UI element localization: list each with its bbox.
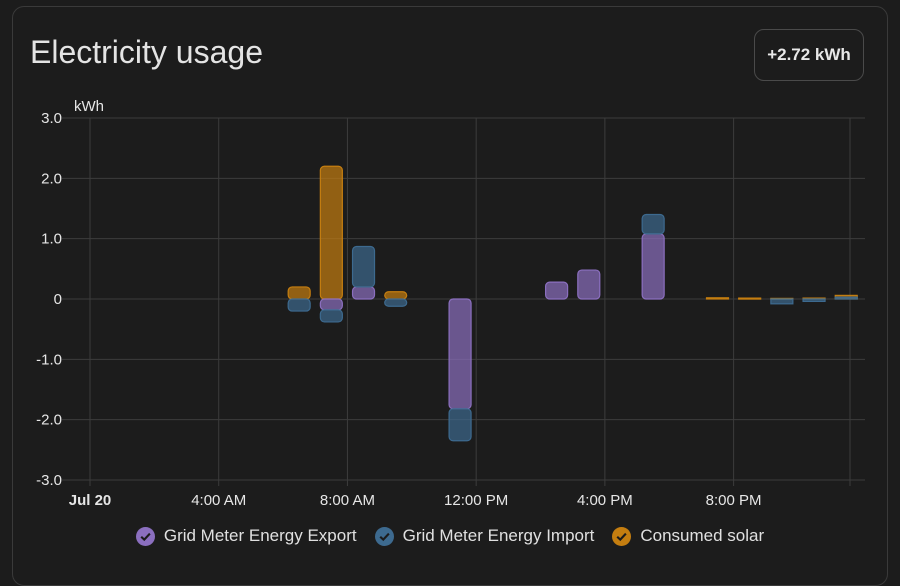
bar-segment-import xyxy=(351,245,376,288)
y-tick-label: 1.0 xyxy=(41,231,62,248)
y-tick-label: 3.0 xyxy=(41,110,62,127)
bar-segment-import xyxy=(770,298,794,305)
bar-segment-solar xyxy=(319,165,343,300)
bar-segment-export xyxy=(351,286,376,300)
check-circle-icon xyxy=(612,526,632,546)
legend-item-solar[interactable]: Consumed solar xyxy=(612,526,764,546)
bar-segment-export xyxy=(545,281,569,300)
bar-segment-import xyxy=(384,298,408,307)
legend-item-import[interactable]: Grid Meter Energy Import xyxy=(374,526,595,546)
x-tick-label: 8:00 PM xyxy=(706,492,762,509)
energy-chart: 3.0 2.0 1.0 0 -1.0 -2.0 -3.0 Jul 20 4:00 AM 8:00 … xyxy=(36,98,865,509)
chart-legend: Grid Meter Energy Export Grid Meter Ener… xyxy=(0,526,900,546)
bar-segment-solar xyxy=(287,286,311,300)
bar-segment-solar xyxy=(738,297,762,300)
y-tick-label: -2.0 xyxy=(36,412,62,429)
x-tick-label: Jul 20 xyxy=(69,492,112,509)
bar-segment-export xyxy=(577,269,601,300)
bar-segment-export xyxy=(641,233,665,300)
bar-segment-solar xyxy=(705,297,730,300)
bar-segment-import xyxy=(287,298,311,312)
legend-label: Grid Meter Energy Import xyxy=(402,526,595,545)
bar-segment-solar xyxy=(384,291,408,300)
total-badge[interactable]: +2.72 kWh xyxy=(754,29,864,81)
legend-label: Consumed solar xyxy=(640,526,765,545)
y-axis-unit: kWh xyxy=(74,98,104,115)
y-tick-label: 2.0 xyxy=(41,170,62,187)
y-tick-label: -1.0 xyxy=(36,351,62,368)
bar-segment-import xyxy=(319,309,343,323)
electricity-usage-card xyxy=(12,6,888,586)
y-tick-label: -3.0 xyxy=(36,472,62,489)
legend-label: Grid Meter Energy Export xyxy=(163,526,357,545)
x-tick-label: 4:00 AM xyxy=(191,492,246,509)
bar-segment-import xyxy=(802,298,826,303)
check-circle-icon xyxy=(374,526,394,546)
x-tick-label: 4:00 PM xyxy=(577,492,633,509)
bar-segment-import xyxy=(448,408,472,442)
bar-segment-export xyxy=(448,298,472,410)
legend-item-export[interactable]: Grid Meter Energy Export xyxy=(135,526,357,546)
x-tick-label: 12:00 PM xyxy=(444,492,508,509)
bar-segment-import xyxy=(641,213,665,235)
check-circle-icon xyxy=(135,526,155,546)
y-tick-label: 0 xyxy=(54,291,62,308)
bar-segment-export xyxy=(319,298,343,311)
card-title: Electricity usage xyxy=(30,34,263,70)
x-tick-label: 8:00 AM xyxy=(320,492,375,509)
bar-segment-import xyxy=(834,296,858,300)
